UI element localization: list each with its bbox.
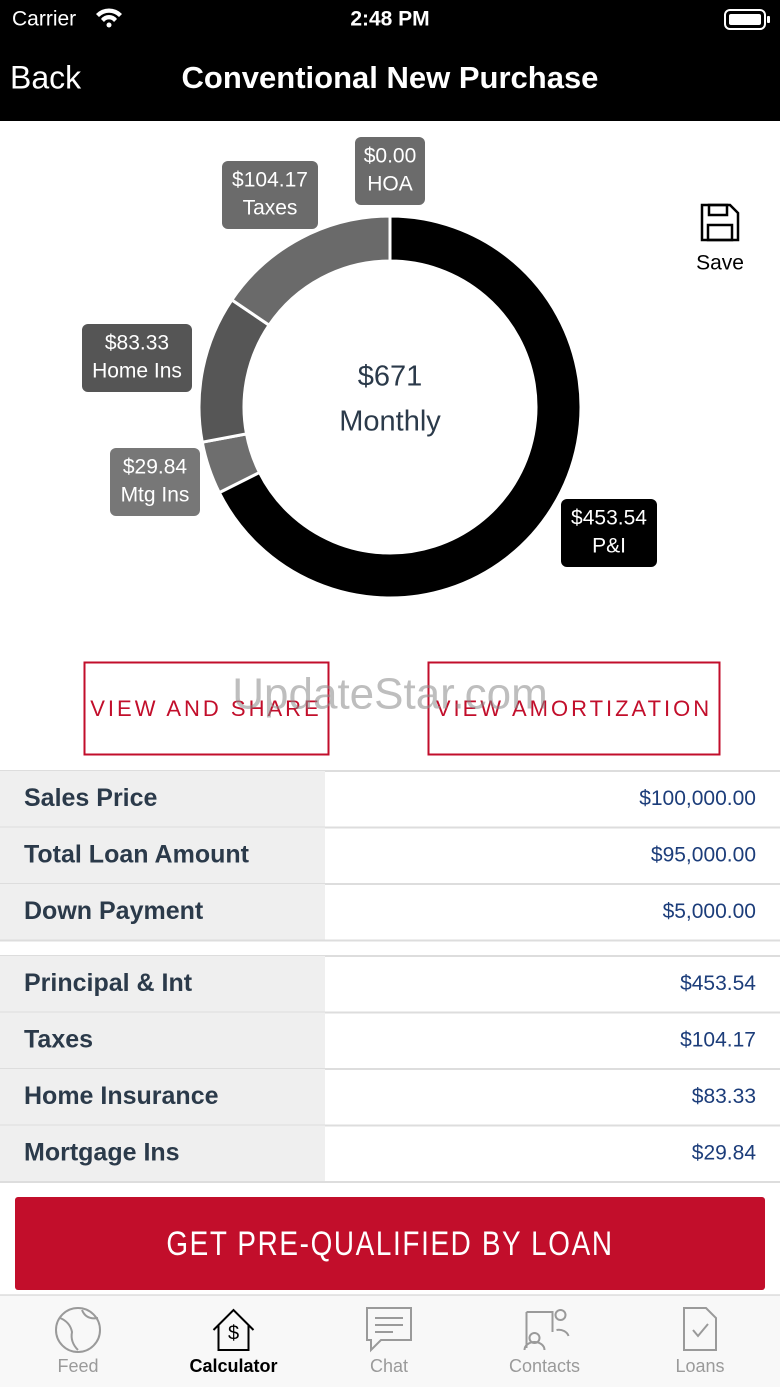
- label-cell: [0, 956, 325, 1013]
- label-box: [82, 324, 192, 392]
- watermark: UpdateStar.com: [232, 670, 548, 719]
- label-category: Taxes: [243, 197, 298, 220]
- time: 2:48 PM: [350, 8, 429, 31]
- label-cell: [0, 1012, 325, 1069]
- save-button[interactable]: Save: [696, 203, 744, 275]
- tab-icon: [55, 1307, 101, 1353]
- label-cell: [0, 1125, 325, 1182]
- wifi-icon: [96, 8, 122, 28]
- tabs: Feed $ Calculator Chat Contacts Loans: [55, 1307, 725, 1376]
- label-category: P&I: [592, 535, 626, 558]
- table-row: Mortgage Ins $29.84: [0, 1125, 780, 1183]
- tab-item[interactable]: Loans: [675, 1307, 725, 1376]
- tab-label: Loans: [675, 1356, 724, 1376]
- tab-item[interactable]: Chat: [366, 1307, 412, 1376]
- donut-segment: [217, 214, 583, 600]
- label-value: $104.17: [232, 169, 308, 192]
- donut-segment: [229, 214, 392, 328]
- tables: Sales Price $100,000.00 Total Loan Amount $…: [0, 770, 780, 1183]
- icon-shape: [523, 1311, 570, 1351]
- icon-shape: [683, 1307, 717, 1351]
- table-row: Total Loan Amount $95,000.00: [0, 827, 780, 885]
- row-label: Sales Price: [24, 784, 158, 812]
- icon-shape: [366, 1307, 412, 1353]
- label-cell: [0, 884, 325, 941]
- row-label: Down Payment: [24, 897, 204, 925]
- tab-label: Feed: [57, 1356, 98, 1376]
- label-cell: [0, 827, 325, 884]
- row-value: $453.54: [680, 972, 756, 995]
- row-value: $100,000.00: [639, 787, 756, 810]
- view-amortization-button[interactable]: VIEW AMORTIZATION: [427, 661, 721, 756]
- table-row: Taxes $104.17: [0, 1012, 780, 1070]
- row-value: $83.33: [692, 1085, 756, 1108]
- cta-button[interactable]: GET PRE-QUALIFIED BY LOAN: [15, 1197, 765, 1290]
- row-label: Principal & Int: [24, 969, 193, 997]
- segment-label: $453.54 P&I: [561, 499, 657, 567]
- icon-shape: [212, 1308, 255, 1351]
- label-box: [561, 499, 657, 567]
- button-label: VIEW AND SHARE: [90, 696, 321, 721]
- back-button[interactable]: Back: [10, 59, 82, 95]
- carrier: Carrier: [12, 8, 76, 31]
- row-label: Total Loan Amount: [24, 840, 250, 868]
- row-value: $29.84: [692, 1141, 757, 1164]
- label-value: $0.00: [364, 145, 417, 168]
- label-box: [355, 137, 425, 205]
- segment-label: $29.84 Mtg Ins: [110, 448, 200, 516]
- view-share-button[interactable]: VIEW AND SHARE: [83, 661, 330, 756]
- table-row: Down Payment $5,000.00: [0, 884, 780, 942]
- label-box: [222, 161, 318, 229]
- label-category: Home Ins: [92, 360, 182, 383]
- nav-title: Conventional New Purchase: [182, 60, 599, 95]
- label-box: [110, 448, 200, 516]
- icon-shape: [59, 1309, 99, 1351]
- save-label: Save: [696, 252, 744, 275]
- cta-label: GET PRE-QUALIFIED BY LOAN: [166, 1224, 613, 1262]
- tab-item[interactable]: Feed: [55, 1307, 101, 1376]
- label-cell: [0, 771, 325, 828]
- tab-item[interactable]: Contacts: [509, 1309, 580, 1376]
- row-label: Taxes: [24, 1025, 93, 1053]
- center-label: Monthly: [339, 406, 441, 438]
- segment-label: $0.00 HOA: [355, 137, 425, 205]
- icon-glyph: $: [228, 1322, 239, 1344]
- row-label: Home Insurance: [24, 1082, 219, 1110]
- tab-icon: [683, 1307, 717, 1351]
- table-row: Sales Price $100,000.00: [0, 771, 780, 829]
- row-value: $104.17: [680, 1028, 756, 1051]
- row-label: Mortgage Ins: [24, 1138, 180, 1166]
- tab-item[interactable]: $ Calculator: [189, 1308, 278, 1376]
- tab-icon: [523, 1309, 570, 1351]
- donut-segment: [197, 297, 272, 444]
- tab-icon: [366, 1307, 412, 1353]
- donut-chart: $453.54 P&I $29.84 Mtg Ins $83.33 Home Ins $10…: [82, 137, 657, 600]
- tab-label: Contacts: [509, 1356, 580, 1376]
- icon-shape: [55, 1307, 101, 1353]
- label-category: Mtg Ins: [121, 484, 190, 507]
- label-cell: [0, 1069, 325, 1126]
- table-row: Principal & Int $453.54: [0, 956, 780, 1014]
- button-label: VIEW AMORTIZATION: [436, 696, 712, 721]
- table-row: Home Insurance $83.33: [0, 1069, 780, 1127]
- label-value: $83.33: [105, 332, 169, 355]
- label-value: $29.84: [123, 456, 188, 479]
- row-value: $95,000.00: [651, 843, 756, 866]
- tab-label: Chat: [370, 1356, 408, 1376]
- tab-icon: $: [212, 1308, 255, 1351]
- segment-label: $83.33 Home Ins: [82, 324, 192, 392]
- label-category: HOA: [367, 173, 413, 196]
- battery-icon: [724, 9, 770, 30]
- center-value: $671: [358, 361, 423, 393]
- segment-label: $104.17 Taxes: [222, 161, 318, 229]
- icon-shape: [554, 1309, 567, 1321]
- label-value: $453.54: [571, 507, 647, 530]
- header-bg: [0, 0, 780, 121]
- row-value: $5,000.00: [663, 900, 756, 923]
- tab-label: Calculator: [189, 1356, 277, 1376]
- icon-shape: [528, 1332, 541, 1344]
